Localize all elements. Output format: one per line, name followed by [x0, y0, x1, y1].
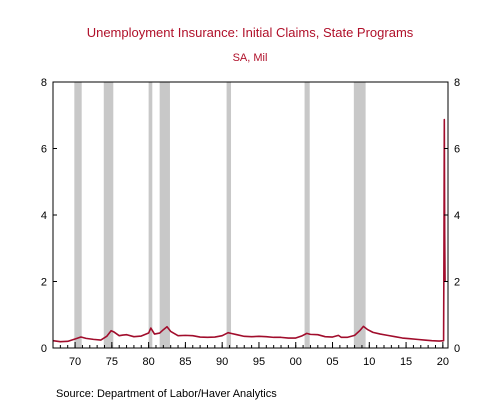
y-tick-label-left: 8: [41, 77, 47, 89]
recession-band: [304, 82, 310, 348]
recession-band: [103, 82, 114, 348]
x-tick-label: 70: [69, 356, 81, 368]
recession-band: [353, 82, 366, 348]
y-tick-label-left: 2: [41, 277, 47, 289]
y-tick-label-right: 2: [454, 277, 460, 289]
y-tick-label-right: 0: [454, 343, 460, 355]
series-line: [52, 118, 446, 343]
chart-title: Unemployment Insurance: Initial Claims, …: [87, 25, 414, 40]
x-tick-label: 75: [106, 356, 118, 368]
y-tick-label-left: 4: [41, 210, 47, 222]
x-tick-label: 95: [253, 356, 265, 368]
y-tick-label-left: 0: [41, 343, 47, 355]
axis-ticks: 0 02 24 46 68 870 75 80 85 90 95 00 05 10 15 20: [41, 77, 460, 368]
chart-subtitle: SA, Mil: [233, 52, 268, 64]
y-tick-label-left: 6: [41, 144, 47, 156]
recession-band: [159, 82, 170, 348]
x-tick-label: 90: [216, 356, 228, 368]
x-tick-label: 80: [142, 356, 154, 368]
recession-band: [74, 82, 82, 348]
x-tick-label: 05: [326, 356, 338, 368]
series-group: [52, 118, 446, 343]
x-tick-label: 10: [363, 356, 375, 368]
y-tick-label-right: 4: [454, 210, 460, 222]
recession-band: [226, 82, 232, 348]
recession-shading: [74, 82, 366, 348]
y-tick-label-right: 8: [454, 77, 460, 89]
y-tick-label-right: 6: [454, 144, 460, 156]
recession-band: [148, 82, 153, 348]
source-note: Source: Department of Labor/Haver Analyt…: [56, 388, 277, 400]
x-tick-label: 00: [290, 356, 302, 368]
x-tick-label: 85: [179, 356, 191, 368]
x-tick-label: 15: [400, 356, 412, 368]
x-tick-label: 20: [437, 356, 449, 368]
